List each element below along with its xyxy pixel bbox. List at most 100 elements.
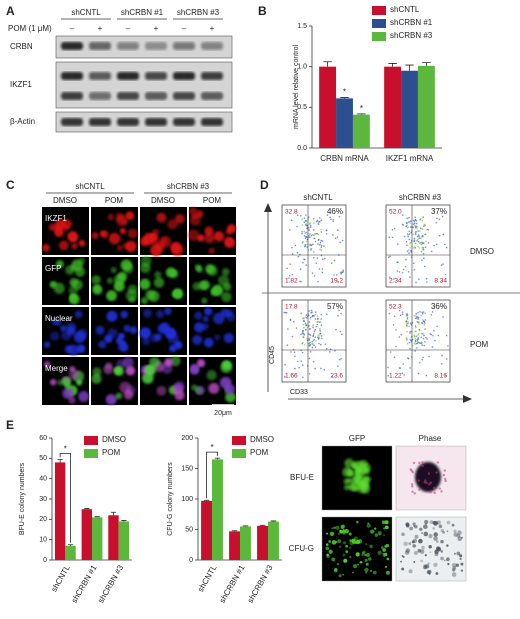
event-dot (410, 331, 412, 333)
colony-spot (428, 483, 431, 486)
colony-spot (361, 553, 364, 557)
legend-label: shCRBN #3 (390, 31, 433, 40)
event-dot (406, 225, 408, 227)
event-dot (398, 271, 401, 273)
event-dot (296, 251, 299, 254)
colony-spot (356, 520, 359, 524)
colony-spot (369, 569, 373, 573)
quadrant-value: 8.16 (434, 373, 447, 380)
colony-spot (383, 534, 385, 537)
cell (106, 310, 118, 322)
event-dot (320, 219, 323, 222)
bar (417, 65, 435, 148)
cell (118, 341, 129, 352)
event-dot (391, 236, 394, 239)
event-dot (301, 364, 304, 366)
event-dot (409, 367, 411, 369)
event-dot (422, 252, 425, 255)
event-dot (408, 233, 411, 235)
event-dot (316, 257, 319, 259)
event-dot (318, 220, 321, 223)
colony-spot (339, 529, 343, 534)
colony-spot (425, 522, 428, 525)
event-dot (303, 320, 305, 323)
cell (150, 244, 163, 257)
blot-band (89, 92, 111, 100)
cell (205, 264, 215, 274)
cell (140, 297, 149, 305)
event-dot (444, 273, 447, 276)
blot-band (145, 118, 167, 126)
event-dot (303, 334, 306, 336)
event-dot (419, 361, 421, 364)
y-tick-label: 0.5 (297, 104, 307, 111)
cell (99, 230, 107, 237)
y-tick-label: 0 (189, 557, 193, 564)
event-dot (393, 315, 396, 318)
event-dot (293, 351, 296, 354)
event-dot (405, 325, 408, 327)
column-header: Phase (419, 434, 442, 443)
event-dot (342, 269, 344, 271)
colony-spot (440, 490, 443, 493)
colony-spot (455, 563, 460, 567)
event-dot (313, 256, 315, 259)
event-dot (414, 343, 416, 345)
cell (115, 336, 123, 344)
event-dot (294, 355, 296, 358)
colony-spot (417, 479, 421, 482)
colony-spot (338, 545, 342, 548)
event-dot (289, 318, 292, 321)
event-dot (319, 343, 322, 346)
event-dot (341, 239, 344, 242)
bar (108, 515, 119, 560)
error-bar (231, 530, 238, 532)
cell (43, 360, 51, 368)
colony-spot (428, 533, 433, 539)
event-dot (410, 251, 412, 253)
colony-spot (438, 487, 442, 490)
blot-band (173, 118, 195, 126)
event-dot (402, 214, 404, 216)
bar (212, 459, 223, 560)
event-dot (320, 246, 323, 249)
blot-band (145, 72, 167, 80)
row-label: GFP (45, 264, 61, 273)
event-dot (309, 341, 311, 344)
event-dot (328, 351, 331, 353)
event-dot (304, 232, 307, 235)
event-dot (418, 242, 421, 244)
event-dot (307, 314, 310, 317)
event-dot (340, 312, 342, 315)
blot-band (173, 72, 195, 80)
legend-label: POM (250, 448, 269, 457)
quadrant-value: 8.34 (434, 278, 447, 285)
event-dot (287, 328, 289, 330)
event-dot (421, 247, 423, 249)
event-dot (338, 215, 341, 218)
event-dot (317, 221, 320, 223)
event-dot (417, 311, 419, 314)
colony-spot (348, 532, 352, 536)
event-dot (299, 280, 301, 283)
y-tick-label: 150 (181, 465, 193, 472)
event-dot (313, 234, 315, 237)
event-dot (310, 249, 312, 251)
cell (105, 394, 117, 405)
colony-spot (433, 491, 436, 495)
cell (159, 237, 168, 246)
event-dot (311, 342, 313, 345)
y-tick-label: 30 (39, 496, 47, 503)
event-dot (421, 259, 423, 261)
panel-label: D (260, 178, 269, 192)
event-dot (308, 236, 311, 239)
colony-shape (415, 462, 441, 492)
event-dot (315, 262, 318, 264)
colony-spot (380, 546, 384, 549)
colony-spot (369, 544, 373, 549)
event-dot (316, 315, 319, 317)
colony-spot (451, 568, 456, 572)
event-dot (310, 244, 313, 247)
event-dot (310, 309, 313, 312)
event-dot (409, 246, 411, 249)
